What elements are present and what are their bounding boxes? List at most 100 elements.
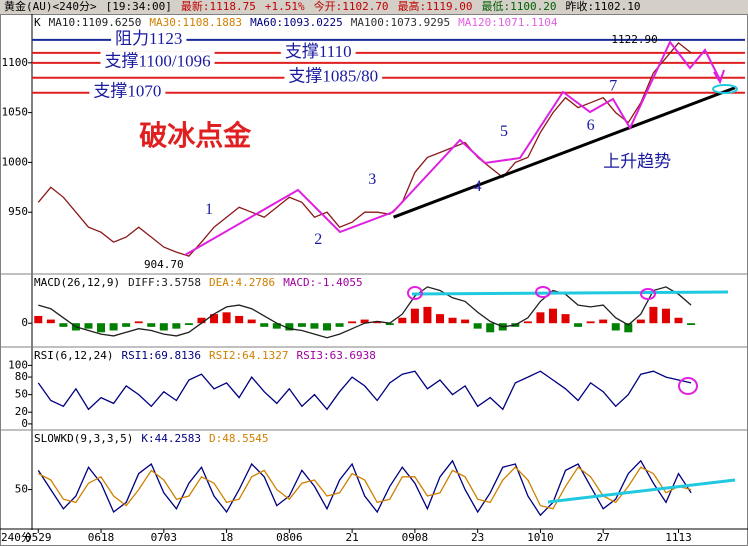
macd-bar bbox=[599, 319, 608, 324]
macd-bar bbox=[122, 323, 131, 327]
macd-bar bbox=[84, 323, 93, 329]
x-tick-label: 27 bbox=[597, 531, 610, 544]
macd-bar bbox=[385, 323, 394, 326]
macd-bar bbox=[473, 323, 482, 329]
annotation: 上升趋势 bbox=[603, 152, 671, 171]
annotation: 6 bbox=[587, 117, 595, 134]
macd-bar bbox=[247, 319, 256, 324]
annotation: 2 bbox=[314, 231, 322, 248]
macd-bar bbox=[486, 323, 495, 333]
macd-bar bbox=[574, 323, 583, 327]
macd-bar bbox=[636, 319, 645, 324]
macd-bar bbox=[46, 319, 55, 324]
macd-bar bbox=[611, 323, 620, 331]
x-axis-label: 240分 bbox=[1, 531, 32, 544]
macd-bar bbox=[674, 317, 683, 324]
macd-bar bbox=[134, 321, 143, 324]
header-item: 黄金(AU)<240分> bbox=[4, 0, 97, 13]
y-tick-label: 950 bbox=[8, 205, 28, 218]
x-tick-label: 23 bbox=[471, 531, 484, 544]
macd-bar bbox=[687, 323, 696, 326]
y-tick-label: 0 bbox=[21, 316, 28, 329]
legend-item: DEA:4.2786 bbox=[209, 276, 275, 289]
x-tick-label: 0529 bbox=[25, 531, 52, 544]
level-label: 阻力1123 bbox=[115, 29, 182, 48]
legend-item: RSI3:63.6938 bbox=[296, 349, 375, 362]
macd-bar bbox=[398, 317, 407, 324]
series-line bbox=[37, 370, 692, 411]
y-tick-label: 1050 bbox=[2, 106, 29, 119]
x-tick-label: 0908 bbox=[402, 531, 429, 544]
series-line bbox=[38, 286, 692, 339]
level-label: 支撑1085/80 bbox=[288, 67, 378, 86]
legend-item: MA30:1108.1883 bbox=[149, 16, 242, 29]
macd-bar bbox=[536, 312, 545, 324]
macd-bar bbox=[448, 317, 457, 324]
x-tick-label: 18 bbox=[220, 531, 233, 544]
macd-bar bbox=[235, 315, 244, 324]
macd-bar bbox=[373, 321, 382, 324]
macd-bar bbox=[260, 323, 269, 327]
legend-item: MA120:1071.1104 bbox=[458, 16, 558, 29]
annotation: 1122.90 bbox=[611, 33, 657, 46]
macd-bar bbox=[297, 323, 306, 327]
series-line bbox=[38, 466, 692, 510]
y-tick-label: 20 bbox=[15, 405, 28, 418]
macd-bar bbox=[624, 323, 633, 333]
annotation: 7 bbox=[609, 77, 617, 94]
level-label-bg bbox=[89, 81, 166, 101]
macd-bar bbox=[649, 306, 658, 324]
macd-bar bbox=[109, 323, 118, 331]
legend-item: MACD:-1.4055 bbox=[283, 276, 362, 289]
wave-path bbox=[184, 40, 721, 256]
macd-bar bbox=[184, 323, 193, 326]
macd-bar bbox=[410, 308, 419, 324]
x-tick-label: 21 bbox=[345, 531, 358, 544]
y-tick-label: 50 bbox=[15, 388, 28, 401]
macd-bar bbox=[423, 306, 432, 324]
legend-item: MA100:1073.9295 bbox=[351, 16, 450, 29]
highlight-circle bbox=[678, 377, 698, 395]
legend-item: K bbox=[34, 16, 41, 29]
cyan-line bbox=[411, 290, 729, 296]
cyan-ellipse bbox=[712, 84, 738, 94]
macd-bar bbox=[97, 323, 106, 333]
annotation: 破冰点金 bbox=[139, 119, 252, 152]
macd-bar bbox=[222, 312, 231, 324]
annotation: 904.70 bbox=[144, 258, 184, 271]
y-tick-label: 1000 bbox=[2, 155, 29, 168]
annotation: 4 bbox=[474, 178, 482, 195]
x-tick-label: 0618 bbox=[88, 531, 115, 544]
arrow-head bbox=[713, 69, 725, 85]
legend-item: RSI(6,12,24) bbox=[34, 349, 113, 362]
legend-item: D:48.5545 bbox=[209, 432, 269, 445]
header-item: +1.51% bbox=[265, 0, 305, 13]
level-label-bg bbox=[111, 28, 187, 48]
legend-item: DIFF:3.5758 bbox=[128, 276, 201, 289]
y-tick-label: 80 bbox=[15, 370, 28, 383]
level-label-bg bbox=[280, 41, 356, 61]
macd-bar bbox=[159, 323, 168, 331]
macd-bar bbox=[360, 319, 369, 324]
level-label: 支撑1070 bbox=[93, 82, 161, 101]
highlight-circle bbox=[407, 286, 423, 300]
cyan-line bbox=[547, 478, 736, 504]
macd-bar bbox=[561, 314, 570, 324]
macd-bar bbox=[323, 323, 332, 331]
legend-item: RSI1:69.8136 bbox=[121, 349, 200, 362]
header-item: [19:34:00] bbox=[106, 0, 172, 13]
macd-bar bbox=[59, 323, 68, 327]
macd-bar bbox=[210, 314, 219, 324]
header-item: 最低:1100.20 bbox=[482, 0, 557, 13]
macd-bar bbox=[335, 323, 344, 327]
macd-bar bbox=[310, 323, 319, 329]
macd-bar bbox=[147, 323, 156, 327]
annotation: 5 bbox=[500, 123, 508, 140]
x-tick-label: 0806 bbox=[276, 531, 303, 544]
macd-bar bbox=[435, 314, 444, 324]
trend-line bbox=[393, 86, 736, 219]
macd-bar bbox=[172, 323, 181, 329]
y-tick-label: 50 bbox=[15, 483, 28, 496]
macd-bar bbox=[548, 308, 557, 324]
